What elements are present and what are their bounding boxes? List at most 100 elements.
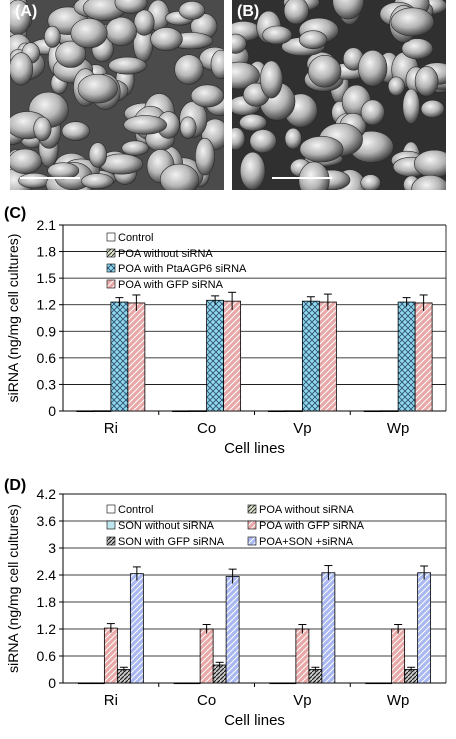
chart-d-ytick-label: 3 [48, 540, 56, 556]
cell-shape [61, 121, 90, 141]
chart-c-legend-label: POA without siRNA [118, 248, 213, 260]
chart-c-legend-label: Control [118, 232, 153, 244]
cell-shape [194, 137, 215, 176]
cell-shape [239, 113, 267, 132]
chart-d-ytick-label: 1.8 [37, 594, 57, 610]
micrograph-b-image [232, 0, 446, 190]
chart-c-bar [363, 410, 382, 413]
chart-d-bar [378, 682, 393, 685]
chart-c-legend-swatch [106, 279, 116, 289]
chart-d-legend-swatch [247, 536, 257, 546]
cell-shape [150, 27, 183, 51]
chart-d-bar [129, 573, 144, 684]
chart-c-panel-label: (C) [4, 205, 26, 222]
cell-shape [414, 66, 439, 97]
cell-shape [190, 84, 224, 108]
chart-d: (D) 0 0.6 1.2 1.8 2.4 3 3.6 4.2 Ri Co Vp Wp siRNA (ng… [4, 477, 447, 729]
chart-d-bar [225, 575, 240, 684]
sem-micrograph-a: (A) [10, 0, 224, 190]
chart-c-ytick-label: 0.9 [37, 323, 57, 339]
cell-shape [360, 99, 385, 126]
cell-shape [10, 148, 42, 174]
chart-c-legend-swatch [106, 263, 116, 273]
cell-shape [232, 33, 247, 54]
cell-shape [88, 142, 107, 168]
cell-shape [249, 129, 277, 154]
chart-d-bar [199, 628, 214, 684]
chart-c-bar [414, 302, 433, 412]
cell-shape [358, 49, 388, 87]
chart-d-bar [269, 682, 284, 685]
chart-d-legend-label: POA without siRNA [259, 504, 354, 516]
cell-shape [105, 16, 137, 47]
chart-d-ylabel: siRNA (ng/mg cell cultures) [5, 504, 21, 673]
chart-d-legend-label: POA with GFP siRNA [259, 520, 365, 532]
cell-shape [178, 1, 206, 20]
cell-shape [387, 76, 405, 97]
chart-c-xtick-label: Wp [387, 420, 410, 437]
chart-d-ytick-label: 1.2 [37, 621, 57, 637]
chart-d-xtick-label: Wp [387, 692, 410, 709]
cell-shape [232, 127, 246, 151]
cell-shape [401, 38, 434, 60]
chart-c-bar [267, 410, 286, 413]
chart-d-bar [295, 628, 310, 684]
cell-shape [411, 174, 446, 190]
chart-c-bar [284, 410, 303, 412]
chart-c-ytick-label: 2.1 [37, 217, 57, 233]
cell-shape [10, 52, 34, 86]
cell-shape [121, 140, 149, 156]
chart-d-bar [90, 682, 105, 685]
panel-label-b: (B) [237, 3, 260, 20]
cell-shape [239, 151, 266, 190]
cell-shape [108, 56, 147, 75]
sem-micrograph-b: (B) [232, 0, 446, 190]
cell-shape [133, 9, 155, 36]
chart-d-bar [212, 664, 227, 684]
chart-c-bar [127, 302, 146, 412]
cell-shape [299, 136, 344, 163]
cell-shape [402, 88, 420, 124]
cell-shape [390, 7, 435, 37]
chart-d-ytick-label: 4.2 [37, 486, 57, 502]
cell-shape [81, 173, 114, 190]
cell-shape [70, 18, 108, 49]
chart-d-ytick-label: 0 [48, 675, 56, 691]
cell-shape [284, 127, 302, 150]
chart-d-ytick-label: 0.6 [37, 648, 57, 664]
chart-d-bar [391, 628, 406, 684]
chart-c-xtick-label: Ri [104, 420, 118, 437]
cell-shape [210, 49, 224, 79]
cell-shape [232, 61, 260, 90]
cell-shape [260, 60, 283, 99]
chart-c-xtick-label: Co [197, 420, 216, 437]
chart-c-legend-swatch [106, 232, 116, 242]
chart-d-legend-swatch [247, 520, 257, 530]
chart-d-legend-label: Control [118, 504, 153, 516]
cell-shape [33, 116, 52, 141]
cell-shape [360, 174, 381, 190]
cell-shape [47, 162, 80, 180]
chart-c-bar [301, 300, 320, 412]
chart-c-ytick-label: 0 [48, 403, 56, 419]
chart-c-ytick-label: 0.3 [37, 376, 57, 392]
cell-shape [77, 73, 118, 104]
chart-d-ytick-label: 3.6 [37, 513, 57, 529]
chart-d-legend-swatch [106, 536, 116, 546]
micrograph-a-image [10, 0, 224, 190]
chart-c-bar [172, 410, 191, 413]
chart-d-xtick-label: Co [197, 692, 216, 709]
chart-c-ytick-label: 1.8 [37, 244, 57, 260]
chart-d-legend-label: SON with GFP siRNA [118, 536, 225, 548]
chart-c-bar [380, 410, 399, 412]
chart-d-ytick-label: 2.4 [37, 567, 57, 583]
chart-c: (C) 0 0.3 0.6 0.9 1.2 1.5 1.8 2.1 Ri Co Vp Wp siRNA (… [4, 205, 447, 457]
chart-d-legend-label: POA+SON +siRNA [259, 536, 354, 548]
chart-c-bar [93, 410, 112, 412]
chart-d-bar [365, 682, 380, 685]
chart-d-xtick-label: Ri [104, 692, 118, 709]
cell-shape [55, 40, 87, 68]
cell-shape [298, 161, 330, 190]
cell-shape [179, 116, 197, 139]
chart-c-legend-label: POA with PtaAGP6 siRNA [118, 263, 247, 275]
